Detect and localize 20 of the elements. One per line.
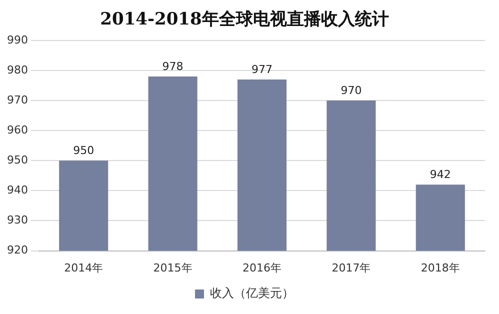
y-tick-label: 990	[6, 33, 28, 46]
x-tick-label: 2016年	[242, 261, 282, 274]
y-tick-label: 960	[6, 123, 28, 136]
chart-title: 2014-2018年全球电视直播收入统计	[100, 10, 389, 30]
data-label: 977	[252, 62, 272, 76]
y-tick-label: 980	[6, 63, 28, 76]
data-label: 978	[162, 60, 184, 73]
legend-label: 收入（亿美元）	[210, 286, 294, 300]
y-tick-label: 970	[6, 93, 28, 106]
y-tick-label: 920	[6, 244, 28, 257]
y-tick-label: 940	[6, 184, 28, 197]
x-tick-label: 2018年	[420, 261, 460, 274]
data-label: 942	[430, 168, 451, 182]
data-label: 970	[340, 84, 362, 97]
x-tick-label: 2015年	[153, 261, 192, 274]
x-tick-label: 2017年	[332, 261, 371, 274]
y-tick-label: 930	[6, 214, 28, 227]
y-tick-label: 950	[6, 153, 28, 166]
data-label: 950	[73, 144, 94, 157]
x-tick-label: 2014年	[64, 261, 104, 274]
